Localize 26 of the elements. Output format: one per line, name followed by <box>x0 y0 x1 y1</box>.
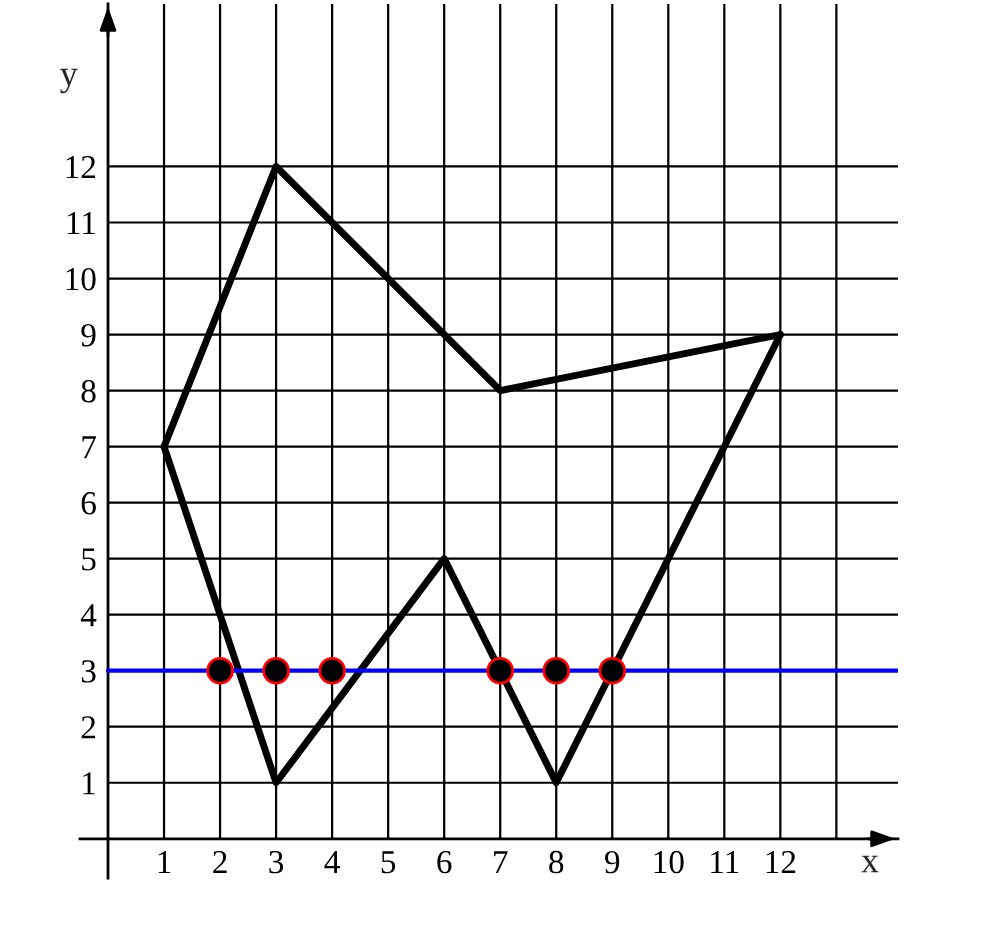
x-tick-label: 2 <box>213 850 227 874</box>
y-tick-label: 11 <box>67 212 95 235</box>
x-tick-label: 4 <box>324 851 340 874</box>
x-tick-label: 9 <box>605 850 620 874</box>
y-tick-label: 6 <box>81 492 96 515</box>
y-tick-label: 3 <box>81 660 96 683</box>
y-tick-label: 4 <box>80 604 97 627</box>
y-tick-label: 5 <box>82 548 96 571</box>
x-tick-label: 8 <box>549 850 564 874</box>
x-tick-label: 6 <box>437 850 452 874</box>
y-tick-label: 1 <box>83 772 95 795</box>
y-tick-label: 9 <box>81 324 96 347</box>
x-tick-label: 10 <box>654 850 684 874</box>
y-tick-label: 10 <box>66 267 96 291</box>
x-tick-label: 5 <box>381 851 396 874</box>
y-tick-label: 7 <box>82 436 96 459</box>
x-tick-label: 7 <box>494 851 508 874</box>
y-tick-label: 8 <box>81 379 96 403</box>
x-tick-label: 3 <box>269 850 284 874</box>
y-axis-title: y <box>60 68 78 94</box>
x-axis-title: x <box>861 855 879 873</box>
x-tick-label: 11 <box>711 851 739 874</box>
x-tick-label: 1 <box>158 851 171 874</box>
y-tick-label: 2 <box>81 716 96 739</box>
y-tick-label: 12 <box>66 155 96 179</box>
x-tick-label: 12 <box>766 850 796 874</box>
